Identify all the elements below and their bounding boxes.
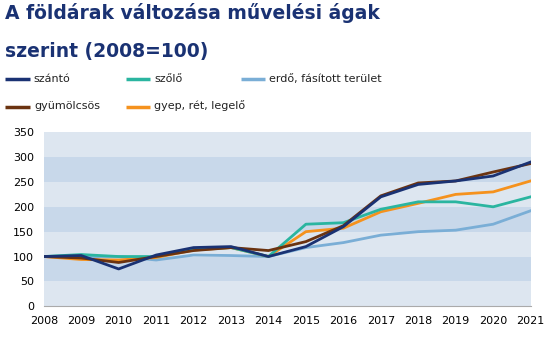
Bar	[44, 182, 531, 207]
Bar	[44, 132, 531, 157]
Bar	[44, 282, 531, 306]
Text: A földárak változása művelési ágak: A földárak változása művelési ágak	[5, 3, 380, 23]
Text: gyep, rét, legelő: gyep, rét, legelő	[154, 100, 246, 111]
Bar	[44, 207, 531, 232]
Text: szőlő: szőlő	[154, 73, 183, 84]
Text: szerint (2008=100): szerint (2008=100)	[5, 42, 209, 61]
Bar	[44, 232, 531, 256]
Text: szántó: szántó	[34, 73, 71, 84]
Bar	[44, 157, 531, 182]
Bar	[44, 256, 531, 282]
Text: gyümölcsös: gyümölcsös	[34, 101, 100, 111]
Text: erdő, fásított terület: erdő, fásított terület	[269, 73, 382, 84]
